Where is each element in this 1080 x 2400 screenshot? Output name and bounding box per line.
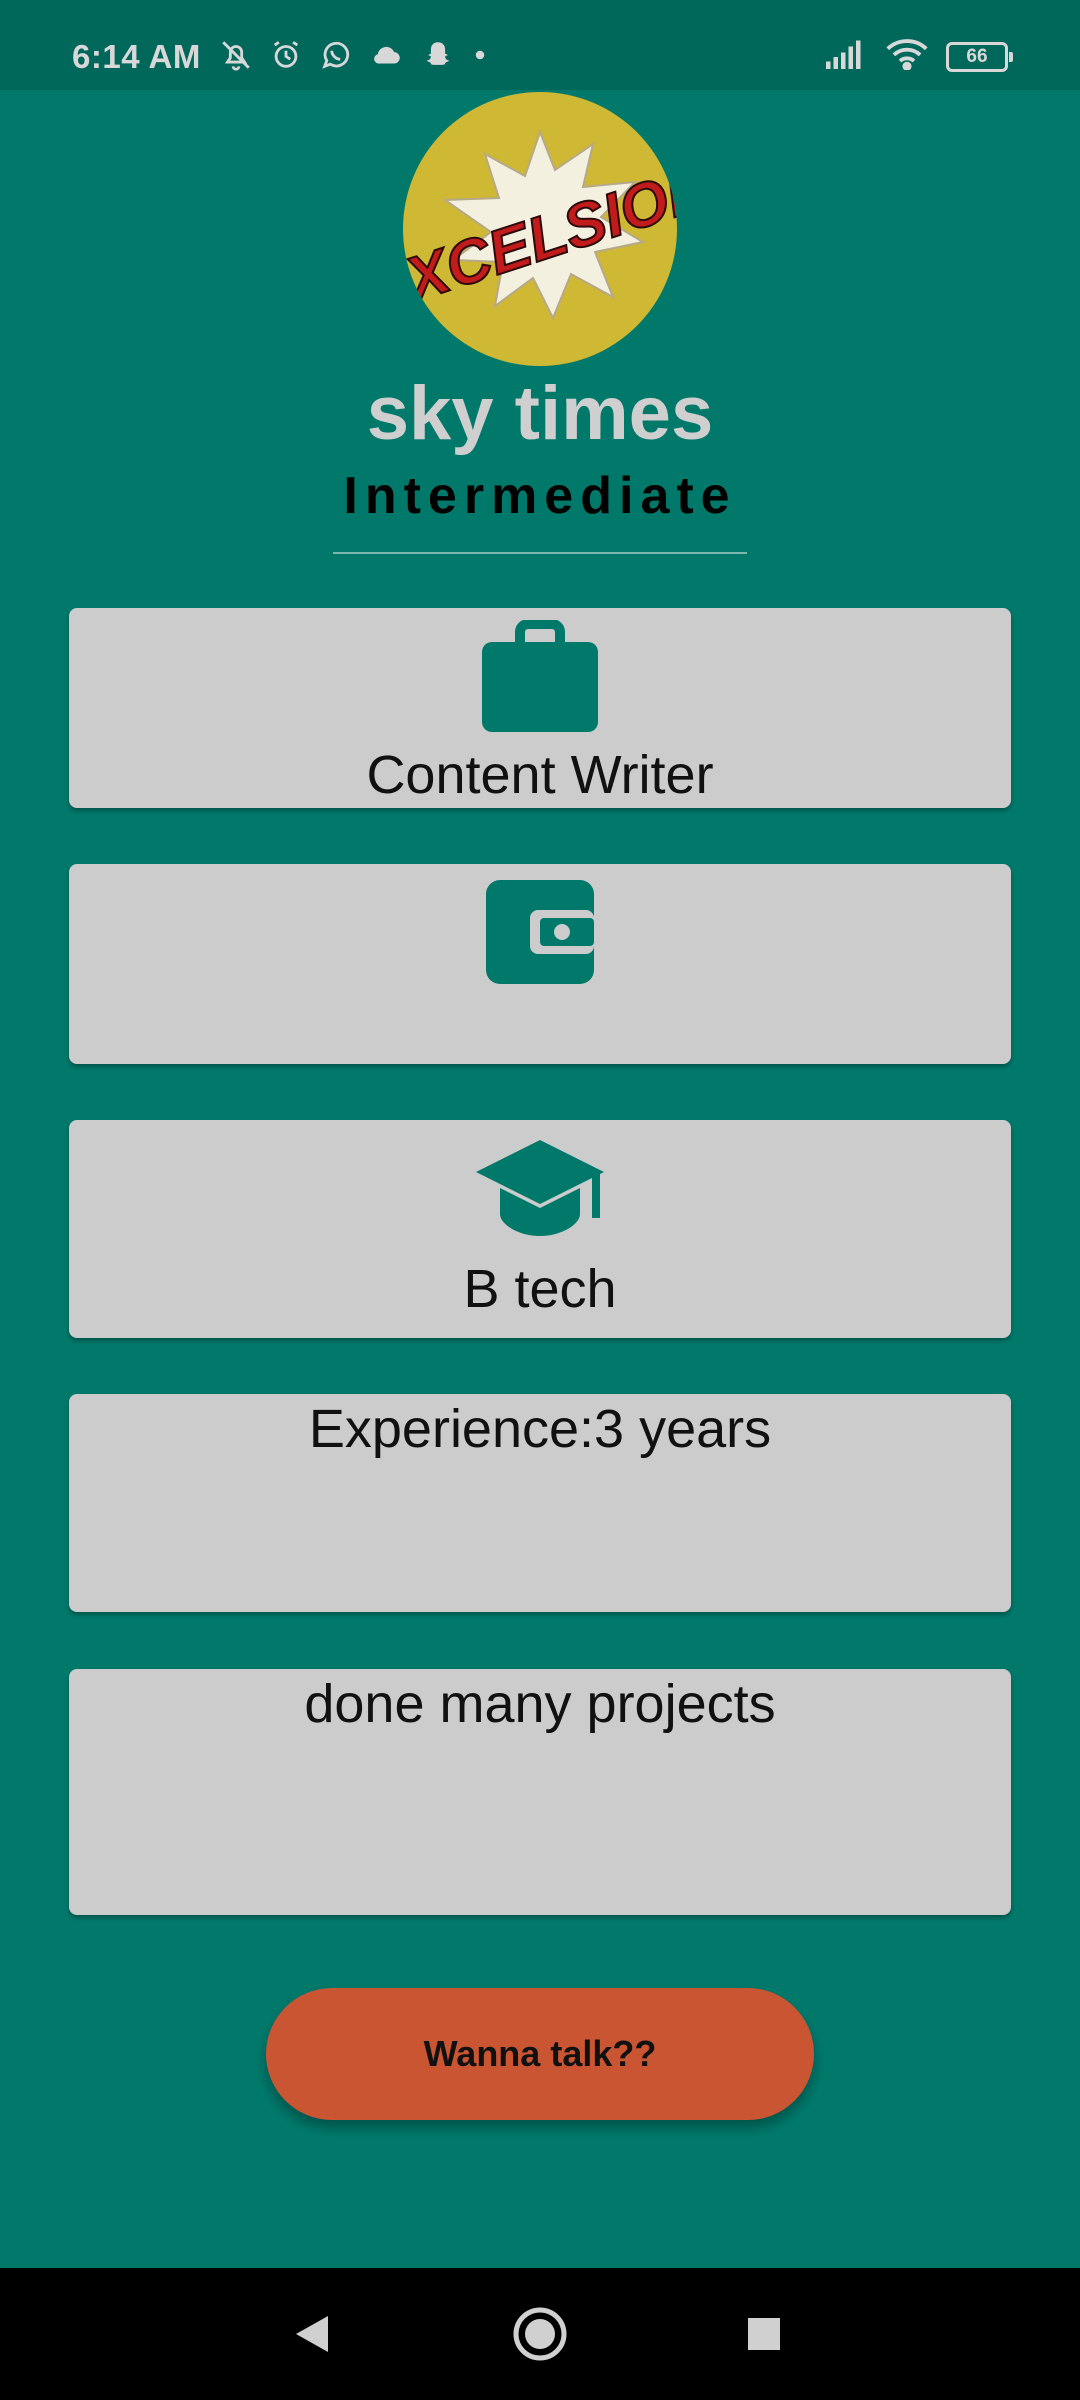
education-card: B tech (69, 1120, 1011, 1338)
battery-level: 66 (966, 45, 988, 67)
experience-text: Experience:3 years (308, 1399, 772, 1459)
status-time: 6:14 AM (72, 38, 201, 75)
job-card: Content Writer (69, 608, 1011, 808)
bell-off-icon (218, 38, 254, 72)
back-icon[interactable] (282, 2304, 342, 2364)
profile-level: Intermediate (343, 467, 737, 525)
signal-icon (826, 39, 868, 74)
navigation-bar (0, 2268, 1080, 2400)
status-system-icons: 66 (826, 38, 1013, 75)
profile-name: sky times (366, 371, 714, 456)
header-divider (333, 552, 747, 554)
whatsapp-icon (318, 38, 354, 72)
wanna-talk-button[interactable]: Wanna talk?? (266, 1988, 814, 2120)
briefcase-icon (69, 620, 1011, 732)
job-title-text: Content Writer (366, 745, 714, 805)
wifi-icon (886, 38, 928, 75)
snapchat-icon (420, 38, 456, 72)
excelsior-logo: EXCELSIOR (403, 92, 677, 366)
wallet-icon (69, 880, 1011, 984)
recents-icon[interactable] (734, 2304, 794, 2364)
dot-icon (470, 38, 490, 72)
projects-text: done many projects (304, 1674, 776, 1734)
home-icon[interactable] (510, 2304, 570, 2364)
battery-icon: 66 (946, 41, 1013, 72)
alarm-icon (268, 38, 304, 72)
education-text: B tech (463, 1259, 617, 1319)
status-notification-icons (218, 38, 490, 72)
cloud-icon (368, 38, 406, 72)
graduation-cap-icon (69, 1136, 1011, 1244)
salary-card (69, 864, 1011, 1064)
projects-card: done many projects (69, 1669, 1011, 1915)
status-bar: 6:14 AM (0, 0, 1080, 90)
experience-card: Experience:3 years (69, 1394, 1011, 1612)
logo-burst-shape (441, 129, 646, 321)
